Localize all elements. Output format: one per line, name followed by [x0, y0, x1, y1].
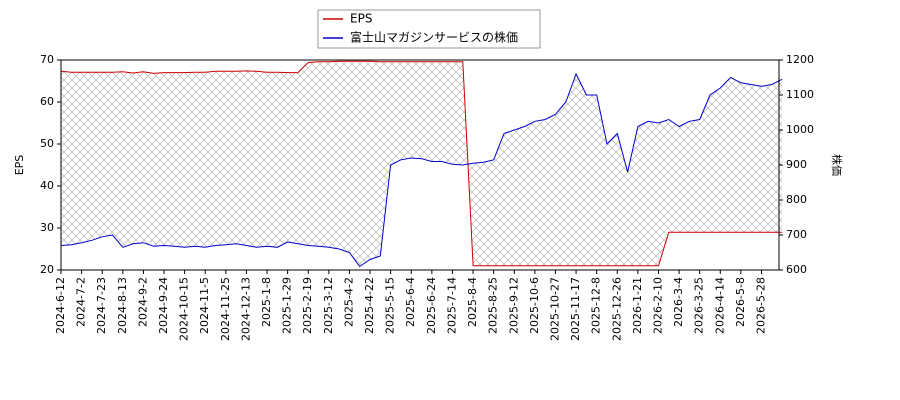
y2-tick-label: 900	[786, 158, 807, 171]
y-tick-label: 50	[40, 137, 54, 150]
y2-tick-label: 1200	[786, 53, 814, 66]
x-tick-label: 2025-2-19	[301, 277, 314, 334]
y-axis-label: EPS	[13, 155, 26, 176]
x-tick-label: 2024-9-24	[157, 277, 170, 334]
y-tick-label: 60	[40, 95, 54, 108]
series-line	[60, 72, 783, 268]
y-tick-label: 20	[40, 263, 54, 276]
x-tick-label: 2025-10-6	[528, 277, 541, 334]
x-tick-label: 2024-6-12	[54, 277, 67, 334]
fill-between	[61, 61, 783, 267]
legend-label: EPS	[350, 12, 372, 26]
x-tick-label: 2026-4-14	[713, 277, 726, 334]
y2-tick-label: 1000	[786, 123, 814, 136]
x-tick-label: 2026-1-21	[631, 277, 644, 334]
y2-tick-label: 600	[786, 263, 807, 276]
x-tick-label: 2026-5-28	[754, 277, 767, 334]
x-tick-label: 2026-3-4	[672, 277, 685, 327]
x-tick-label: 2025-4-2	[342, 277, 355, 327]
x-tick-label: 2025-5-15	[384, 277, 397, 334]
x-tick-label: 2025-12-26	[610, 277, 623, 341]
y2-tick-label: 1100	[786, 88, 814, 101]
x-tick-label: 2026-3-25	[693, 277, 706, 334]
x-tick-label: 2025-6-4	[404, 277, 417, 327]
x-tick-label: 2025-11-17	[569, 277, 582, 341]
x-tick-label: 2025-4-22	[363, 277, 376, 334]
x-tick-label: 2024-7-2	[75, 277, 88, 327]
x-tick-label: 2025-1-29	[281, 277, 294, 334]
x-tick-label: 2025-8-4	[466, 277, 479, 327]
legend: EPS 富士山マガジンサービスの株価	[317, 9, 541, 49]
x-tick-label: 2025-6-24	[425, 277, 438, 334]
series-line	[60, 60, 783, 267]
y-tick-label: 40	[40, 179, 54, 192]
y2-axis-label: 株価	[830, 154, 844, 176]
x-tick-label: 2025-1-8	[260, 277, 273, 327]
x-tick-label: 2024-9-2	[136, 277, 149, 327]
x-tick-label: 2024-10-15	[178, 277, 191, 341]
y2-tick-label: 800	[786, 193, 807, 206]
x-tick-label: 2025-9-12	[507, 277, 520, 334]
y-tick-label: 70	[40, 53, 54, 66]
legend-label: 富士山マガジンサービスの株価	[350, 30, 518, 45]
x-tick-label: 2026-2-10	[651, 277, 664, 334]
x-tick-label: 2024-8-13	[116, 277, 129, 334]
x-tick-label: 2025-7-14	[445, 277, 458, 334]
x-tick-label: 2025-8-25	[487, 277, 500, 334]
y-tick-label: 30	[40, 221, 54, 234]
x-tick-label: 2024-7-23	[95, 277, 108, 334]
x-tick-label: 2024-11-25	[219, 277, 232, 341]
x-tick-label: 2024-11-5	[198, 277, 211, 334]
x-tick-label: 2025-12-8	[590, 277, 603, 334]
y2-tick-label: 700	[786, 228, 807, 241]
x-tick-label: 2024-12-13	[239, 277, 252, 341]
legend-box	[317, 9, 541, 49]
x-tick-label: 2025-3-12	[322, 277, 335, 334]
x-tick-label: 2026-5-8	[734, 277, 747, 327]
x-tick-label: 2025-10-27	[548, 277, 561, 341]
